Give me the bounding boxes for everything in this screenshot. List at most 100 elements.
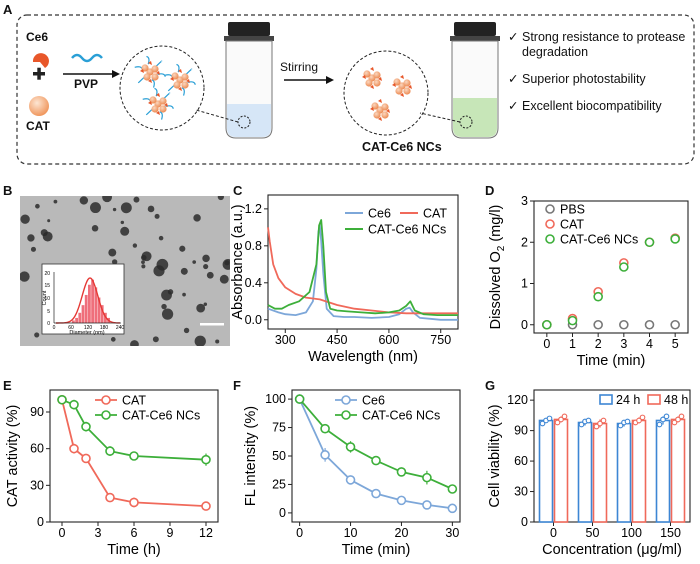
- data-point: [660, 416, 666, 423]
- cat-molecule: [159, 97, 167, 105]
- tem-particle: [183, 327, 190, 334]
- bar: [616, 422, 632, 523]
- x-tick-label: 100: [621, 526, 642, 540]
- data-point: [201, 454, 211, 465]
- ce6-molecule: [378, 77, 382, 81]
- panel-label-g: G: [485, 378, 496, 393]
- x-tick-label: 6: [131, 526, 138, 540]
- pvp-chain: [151, 79, 155, 88]
- data-point: [558, 416, 564, 423]
- x-tick-label: 0: [59, 526, 66, 540]
- check-icon: ✓: [508, 99, 519, 113]
- legend-label: CAT-Ce6 NCs: [368, 223, 446, 237]
- cat-molecule: [395, 87, 403, 95]
- series-line-cat: [267, 227, 458, 315]
- data-point: [567, 315, 578, 326]
- ce6-molecule: [148, 61, 152, 65]
- bar: [577, 421, 593, 523]
- bar: [538, 419, 554, 523]
- ce6-molecule: [148, 101, 152, 105]
- y-tick-label: 0.0: [245, 313, 262, 327]
- tem-particle: [42, 231, 53, 242]
- tem-particle: [120, 226, 130, 236]
- legend-swatch: [545, 234, 555, 244]
- panel-label-d: D: [485, 183, 495, 198]
- ce6-molecule: [156, 111, 160, 115]
- plot-frame: [533, 389, 691, 523]
- x-tick-label: 750: [430, 333, 451, 347]
- ce6-molecule: [378, 99, 382, 103]
- tem-particle: [30, 246, 36, 252]
- plus-v: [37, 67, 41, 80]
- data-point: [593, 319, 603, 330]
- data-point: [320, 450, 330, 460]
- data-point: [294, 394, 305, 404]
- cat-sphere-icon: [29, 96, 49, 116]
- tem-particle: [91, 225, 99, 232]
- cat-molecule: [373, 71, 381, 79]
- tem-particle: [132, 243, 138, 248]
- tem-particle: [47, 219, 51, 223]
- tem-particle: [20, 214, 30, 224]
- legend-swatch: [647, 394, 661, 405]
- vial-2-cap: [454, 22, 496, 36]
- y-axis-label: Dissolved O2 (mg/l): [488, 205, 507, 330]
- check-icon: ✓: [508, 30, 519, 44]
- data-point: [371, 455, 381, 466]
- y-tick-label: 90: [30, 405, 44, 419]
- data-point: [320, 423, 330, 434]
- feature-item: ✓ Strong resistance to protease degradati…: [508, 30, 698, 60]
- legend-swatch: [101, 410, 111, 420]
- tem-particle: [35, 203, 40, 209]
- data-point: [542, 319, 552, 330]
- data-point: [554, 419, 561, 426]
- cat-molecule: [381, 111, 389, 119]
- pvp-wave-icon: [71, 53, 103, 63]
- data-point: [396, 495, 407, 506]
- y-tick-label: 30: [514, 485, 528, 499]
- bar: [655, 419, 671, 523]
- y-tick-label: 0.4: [245, 276, 262, 290]
- zoom-circle-2: [343, 50, 429, 136]
- data-point: [447, 503, 458, 514]
- tem-particle: [182, 292, 186, 297]
- x-axis-label: Time (min): [577, 353, 646, 369]
- y-tick-label: 120: [507, 393, 528, 407]
- histogram-bar: [100, 305, 104, 323]
- ce6-molecule: [170, 77, 174, 81]
- tem-particle: [111, 259, 118, 265]
- tem-particle: [194, 335, 206, 346]
- chart-d-dissolved-oxygen: 0 1 2 3 4 5 0 1 2 3 Time (min) Dissolved O2 (mg/l) P…: [488, 194, 689, 369]
- cat-molecule: [143, 73, 151, 81]
- data-point: [422, 472, 432, 483]
- tem-particle: [133, 196, 140, 203]
- legend-label: Ce6: [368, 207, 391, 221]
- y-tick-label: 1: [521, 277, 528, 291]
- stirring-label: Stirring: [280, 60, 319, 74]
- data-point: [396, 467, 407, 477]
- data-point: [678, 413, 685, 420]
- data-point: [129, 451, 139, 461]
- data-point: [345, 442, 356, 452]
- legend-label: CAT: [560, 218, 584, 232]
- data-point: [422, 500, 432, 510]
- data-point: [619, 319, 629, 330]
- legend-label: Ce6: [362, 394, 385, 408]
- y-tick-label: 100: [265, 392, 286, 406]
- product-label: CAT-Ce6 NCs: [362, 140, 442, 154]
- data-point: [371, 488, 381, 499]
- x-tick-label: 0: [550, 526, 557, 540]
- tem-particle: [222, 259, 230, 270]
- vial-1-liquid: [227, 104, 271, 137]
- cat-molecule: [151, 73, 159, 81]
- data-point: [81, 453, 91, 464]
- legend-swatch: [599, 394, 613, 405]
- panel-label-f: F: [233, 378, 241, 393]
- series-line: [61, 399, 207, 507]
- plot-frame: [533, 200, 689, 334]
- legend-swatch: [545, 204, 555, 214]
- x-axis-label: Wavelength (nm): [308, 349, 418, 365]
- cat-label: CAT: [26, 119, 50, 133]
- data-point: [129, 497, 139, 508]
- y-tick-label: 0.8: [245, 239, 262, 253]
